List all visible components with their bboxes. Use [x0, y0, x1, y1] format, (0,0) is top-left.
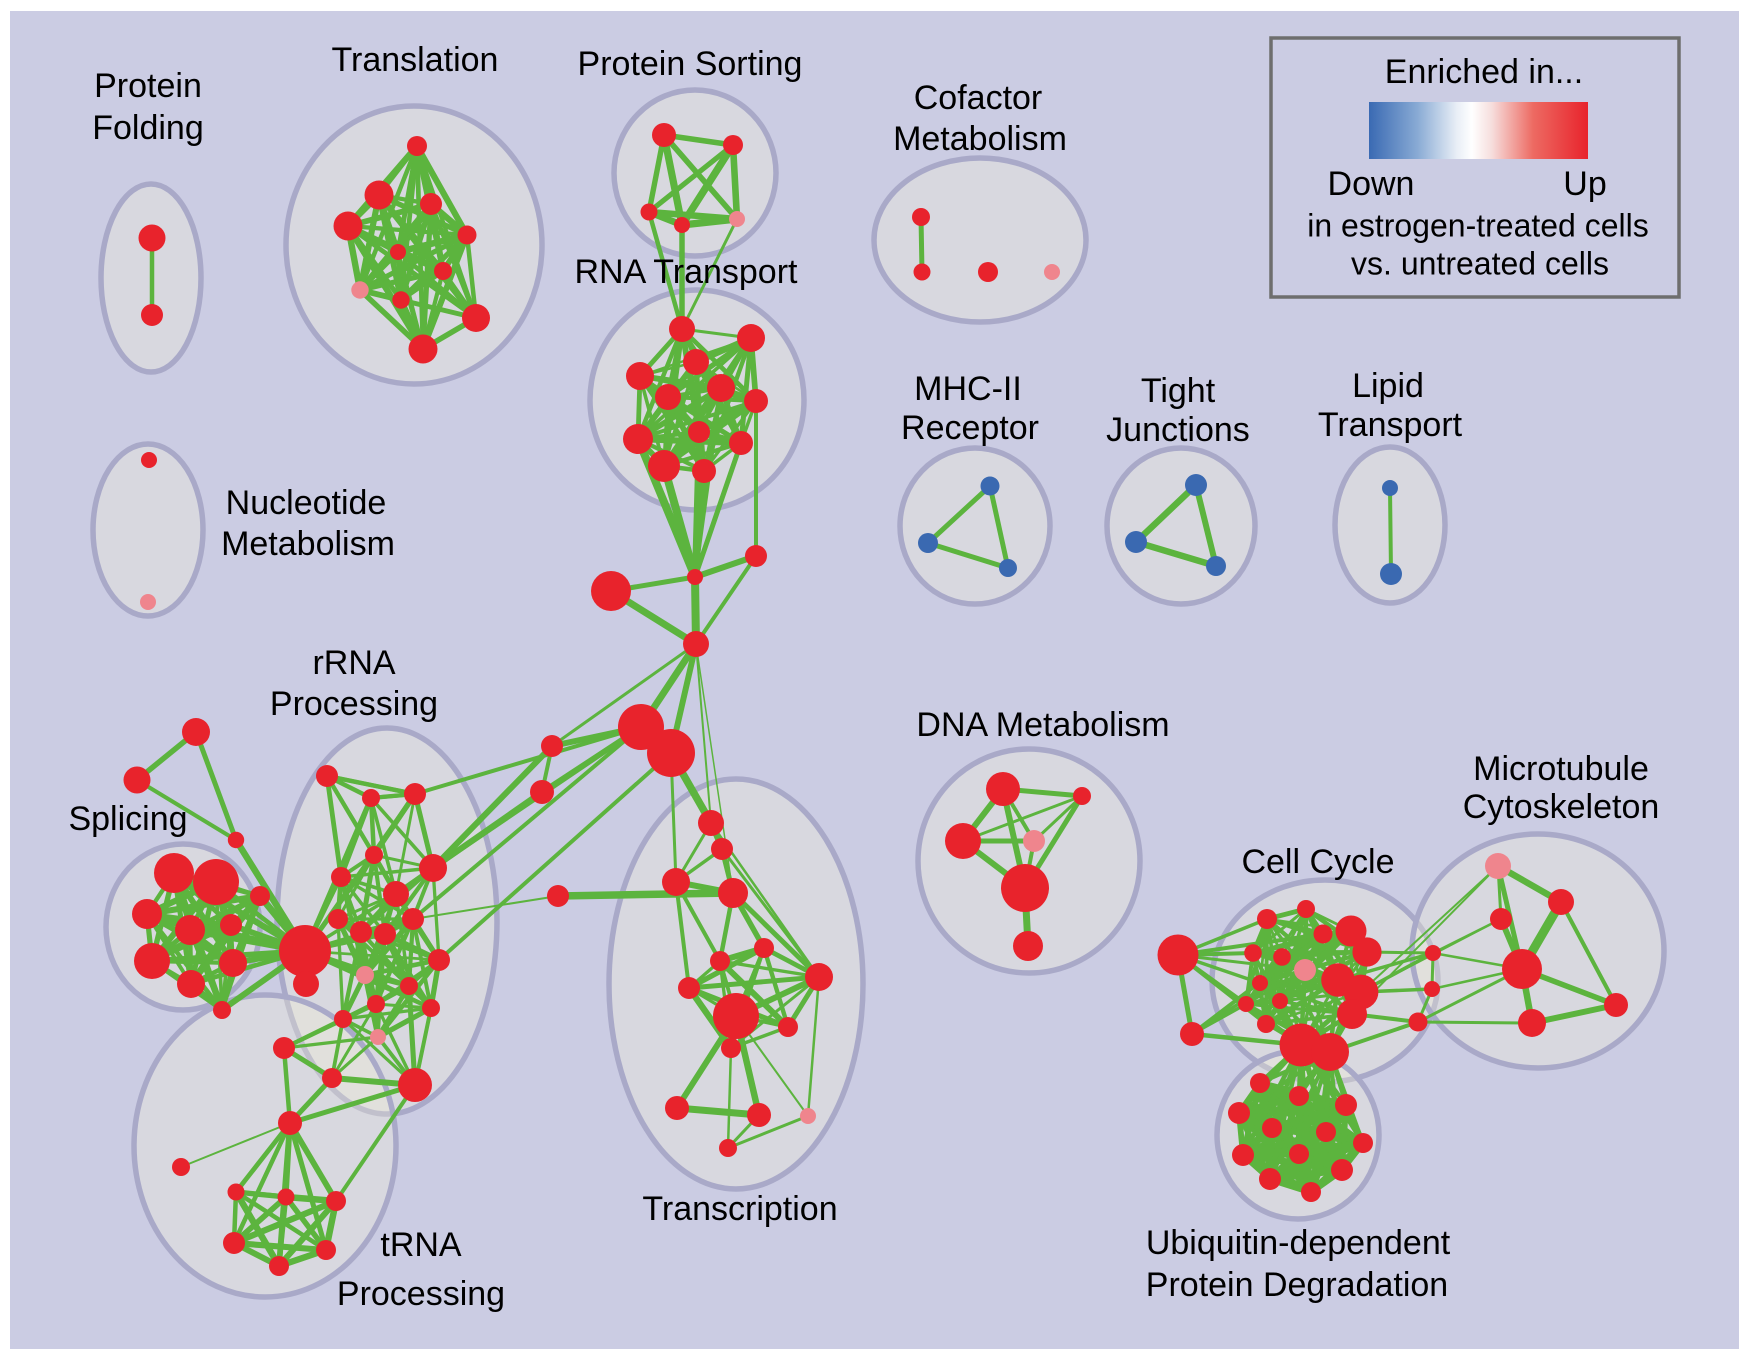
svg-text:Cytoskeleton: Cytoskeleton: [1463, 788, 1660, 826]
svg-text:Cell Cycle: Cell Cycle: [1241, 843, 1394, 881]
svg-text:in estrogen-treated cells: in estrogen-treated cells: [1307, 207, 1649, 243]
svg-text:Cofactor: Cofactor: [914, 79, 1043, 117]
svg-text:RNA Transport: RNA Transport: [575, 253, 799, 291]
svg-text:Processing: Processing: [337, 1275, 505, 1313]
svg-text:Receptor: Receptor: [901, 409, 1039, 447]
svg-text:DNA Metabolism: DNA Metabolism: [916, 706, 1169, 744]
svg-text:Processing: Processing: [270, 685, 438, 723]
svg-text:Up: Up: [1563, 165, 1606, 203]
svg-text:Transcription: Transcription: [642, 1190, 837, 1228]
svg-text:Protein: Protein: [94, 67, 202, 105]
svg-text:Microtubule: Microtubule: [1473, 750, 1649, 788]
svg-text:Down: Down: [1328, 165, 1415, 203]
svg-text:Splicing: Splicing: [68, 800, 187, 838]
svg-text:Junctions: Junctions: [1106, 411, 1250, 449]
svg-text:Enriched in...: Enriched in...: [1385, 53, 1583, 91]
svg-text:Nucleotide: Nucleotide: [226, 484, 387, 522]
svg-text:tRNA: tRNA: [380, 1226, 462, 1264]
svg-text:Ubiquitin-dependent: Ubiquitin-dependent: [1146, 1224, 1451, 1262]
svg-text:Lipid: Lipid: [1352, 367, 1424, 405]
svg-text:rRNA: rRNA: [312, 644, 395, 682]
svg-text:vs. untreated cells: vs. untreated cells: [1351, 245, 1609, 281]
svg-text:Tight: Tight: [1141, 372, 1216, 410]
svg-text:Protein Sorting: Protein Sorting: [578, 45, 803, 83]
svg-text:Metabolism: Metabolism: [893, 120, 1067, 158]
svg-text:Protein Degradation: Protein Degradation: [1146, 1266, 1448, 1304]
svg-text:Metabolism: Metabolism: [221, 525, 395, 563]
svg-text:Transport: Transport: [1318, 406, 1463, 444]
svg-text:MHC-II: MHC-II: [914, 370, 1022, 408]
svg-text:Translation: Translation: [332, 41, 499, 79]
svg-text:Folding: Folding: [92, 109, 204, 147]
